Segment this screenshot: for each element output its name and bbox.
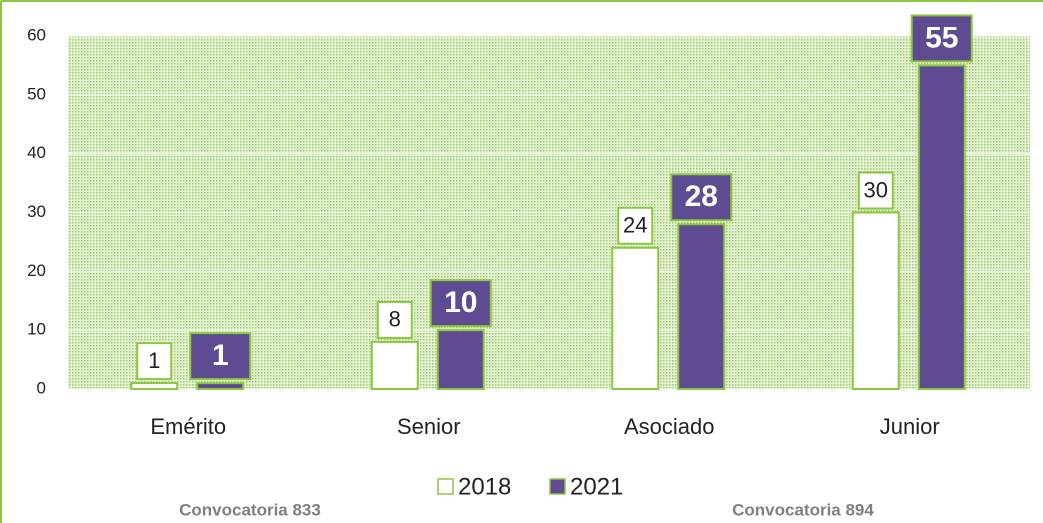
data-label: 24 bbox=[623, 213, 647, 238]
bar bbox=[370, 340, 419, 390]
legend-label: 2018 bbox=[458, 473, 511, 500]
data-label: 8 bbox=[389, 307, 401, 332]
annotation: Convocatoria 894 bbox=[732, 500, 874, 519]
label-box bbox=[910, 14, 973, 63]
data-label: 1 bbox=[148, 348, 160, 373]
label-box bbox=[617, 206, 654, 245]
legend-label: 2021 bbox=[570, 473, 623, 500]
y-tick-label: 30 bbox=[27, 202, 46, 221]
legend-swatch bbox=[549, 478, 566, 495]
data-label: 30 bbox=[864, 177, 888, 202]
data-label: 10 bbox=[444, 286, 477, 319]
bar bbox=[917, 64, 966, 391]
x-tick-label: Senior bbox=[397, 414, 461, 439]
legend-swatch bbox=[437, 478, 454, 495]
label-box bbox=[429, 279, 492, 328]
bar bbox=[436, 329, 485, 390]
bar bbox=[130, 382, 179, 391]
label-box bbox=[857, 171, 894, 210]
label-box bbox=[670, 173, 733, 222]
y-tick-label: 50 bbox=[27, 84, 46, 103]
y-tick-label: 20 bbox=[27, 261, 46, 280]
data-label: 1 bbox=[212, 339, 229, 372]
data-label: 55 bbox=[925, 21, 958, 54]
x-tick-label: Junior bbox=[880, 414, 940, 439]
label-box bbox=[189, 332, 252, 381]
y-tick-label: 10 bbox=[27, 320, 46, 339]
y-tick-label: 0 bbox=[37, 378, 46, 397]
label-box bbox=[136, 342, 173, 381]
bar bbox=[196, 382, 245, 391]
y-tick-label: 60 bbox=[27, 25, 46, 44]
bar bbox=[851, 211, 900, 390]
x-tick-label: Emérito bbox=[150, 414, 226, 439]
label-box bbox=[376, 300, 413, 339]
annotation: Convocatoria 833 bbox=[179, 500, 321, 519]
data-label: 28 bbox=[685, 180, 718, 213]
bar bbox=[677, 223, 726, 390]
x-tick-label: Asociado bbox=[624, 414, 715, 439]
bar bbox=[611, 246, 660, 390]
y-tick-label: 40 bbox=[27, 143, 46, 162]
